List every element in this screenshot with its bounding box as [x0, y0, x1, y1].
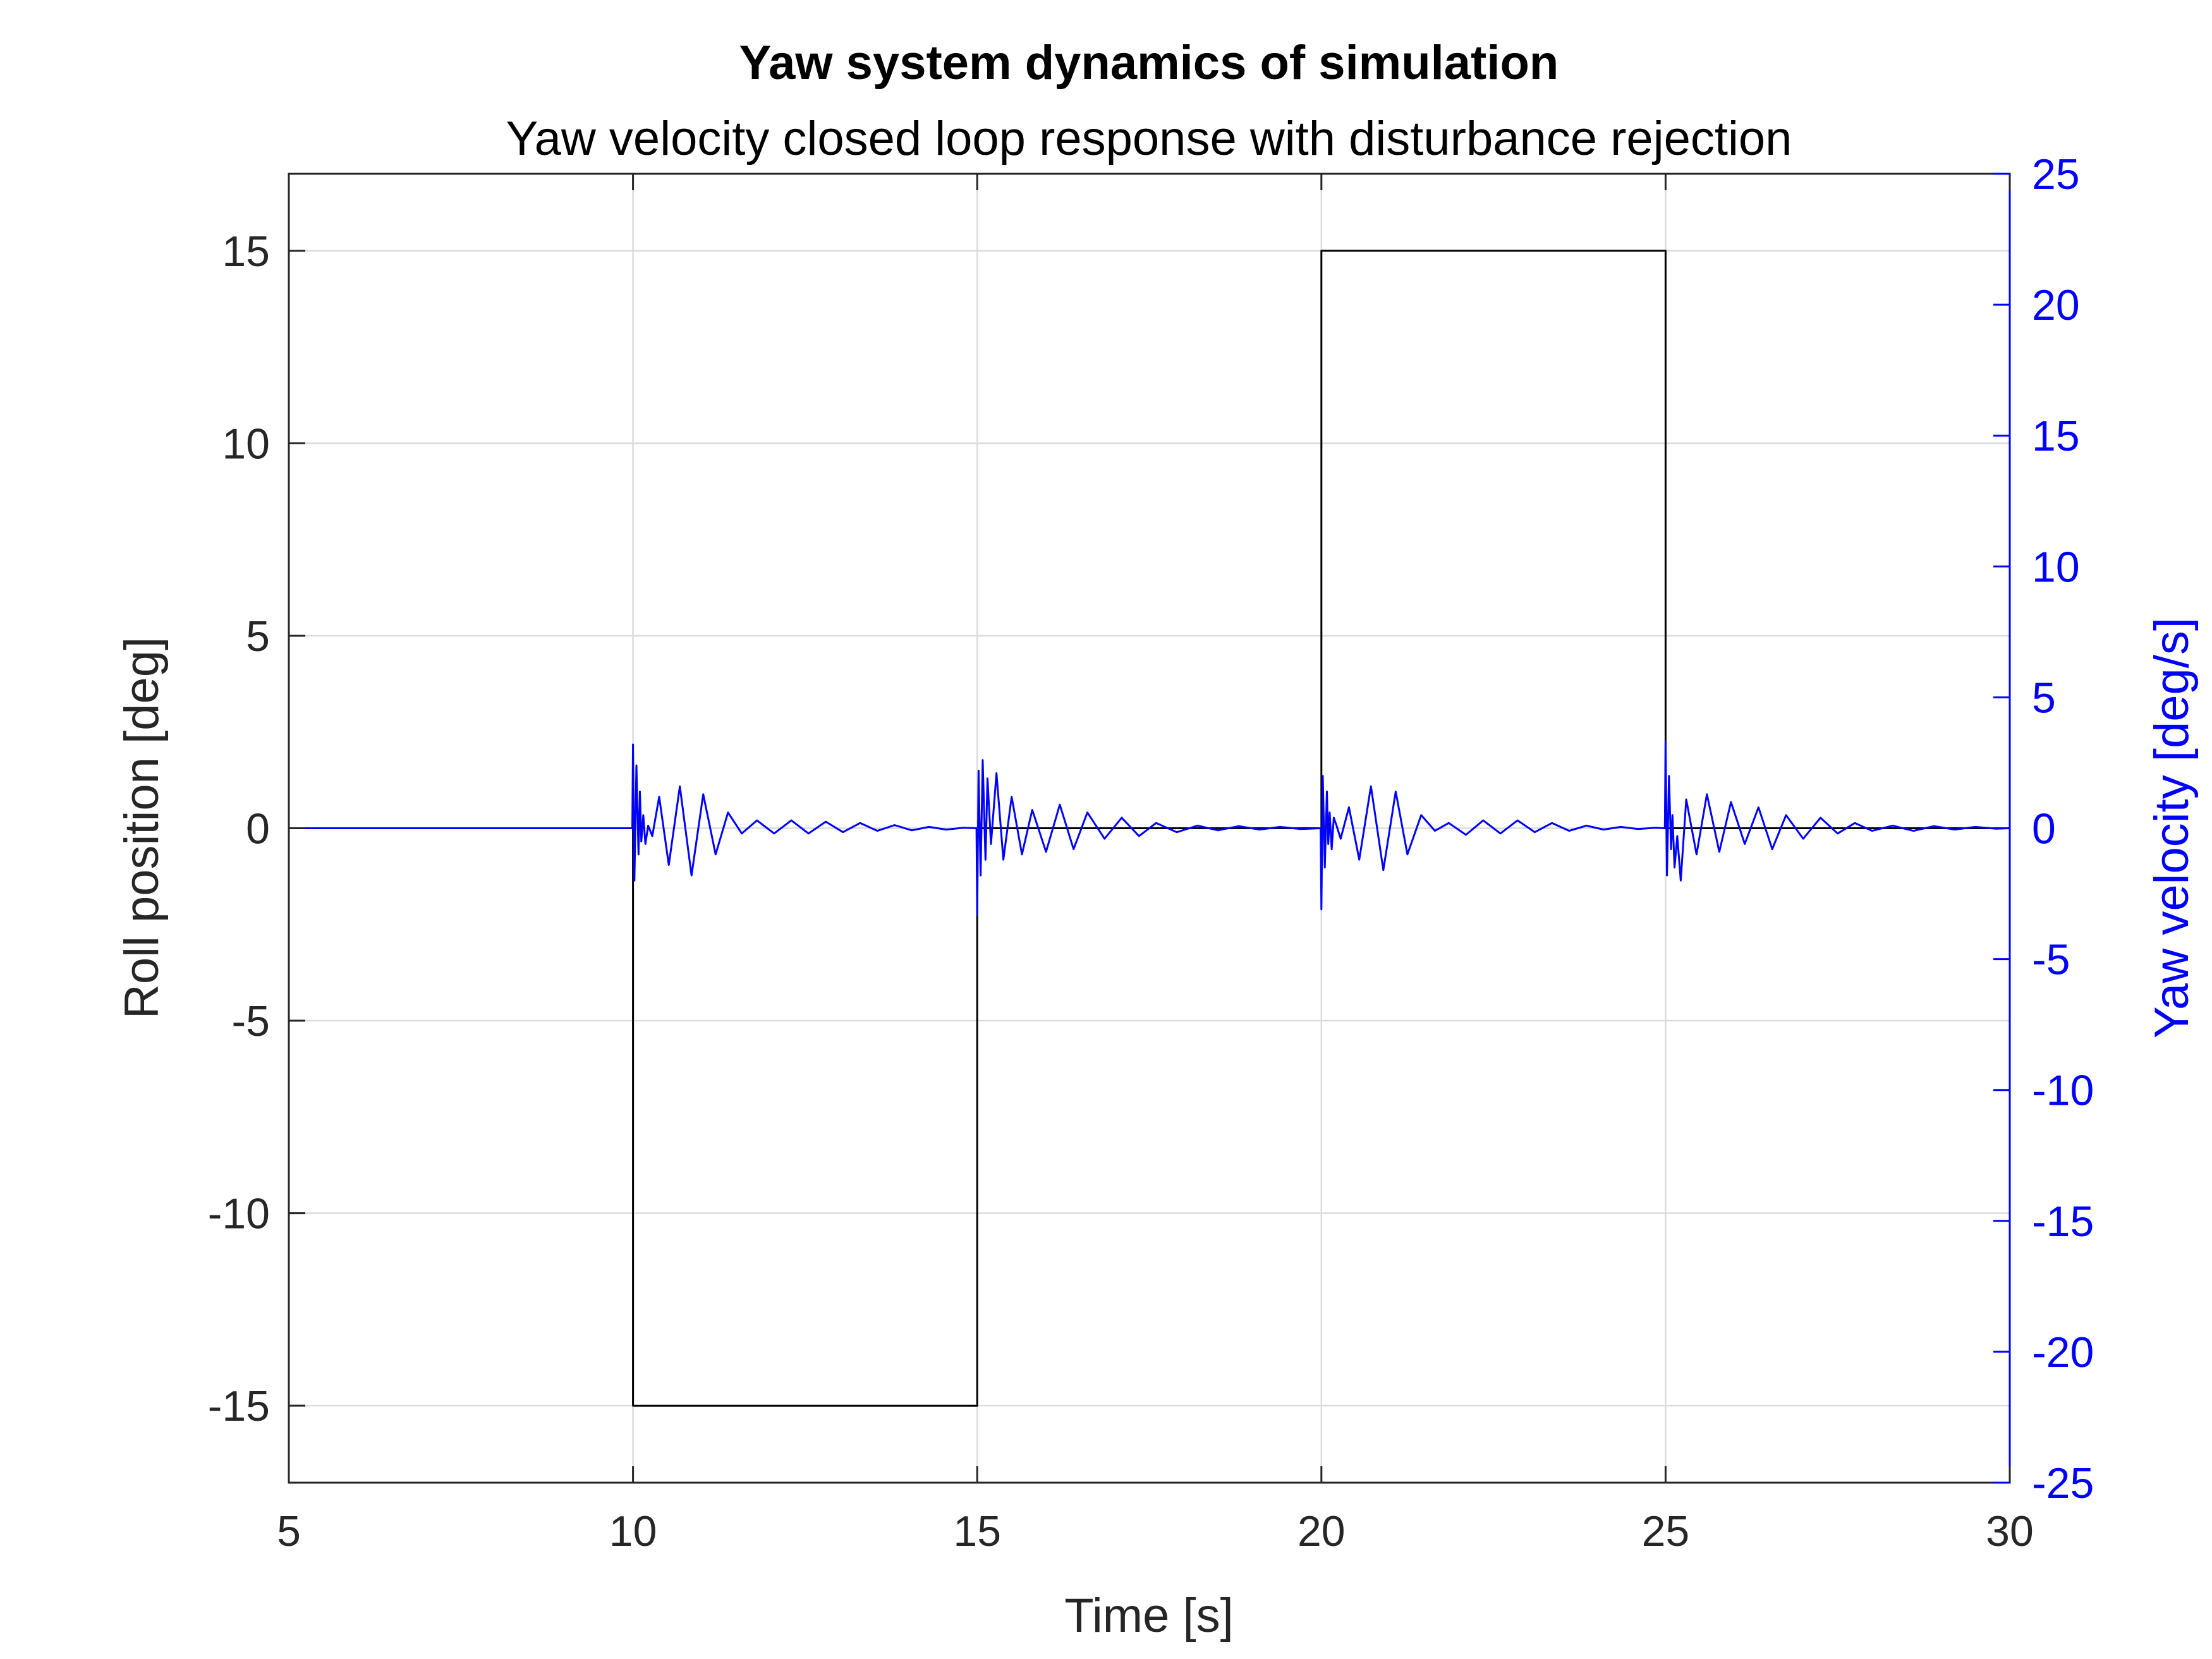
x-tick-label: 5: [277, 1507, 301, 1555]
y-right-tick-label: -5: [2032, 936, 2070, 984]
ticks: 5 10 15 20 25 30 -15 -10 -5 0 5 10 15 -25 -20 -15 -10 -5 0…: [208, 150, 2094, 1555]
series-yaw-velocity-line: [289, 741, 2010, 916]
y-axis-label-right: Yaw velocity [deg/s]: [2145, 617, 2199, 1038]
y-right-tick-label: 15: [2032, 412, 2080, 460]
x-tick-label: 30: [1986, 1507, 2034, 1555]
series-layer: [289, 250, 2010, 1407]
y-right-tick-label: -25: [2032, 1459, 2094, 1507]
y-left-tick-label: 0: [246, 805, 270, 853]
y-right-tick-label: -10: [2032, 1067, 2094, 1115]
y-right-tick-label: 20: [2032, 281, 2080, 329]
x-tick-label: 15: [953, 1507, 1001, 1555]
y-left-tick-label: 5: [246, 612, 270, 660]
chart-subtitle: Yaw velocity closed loop response with d…: [506, 112, 1792, 166]
y-left-tick-label: 10: [222, 420, 270, 468]
y-left-tick-label: 15: [222, 228, 270, 276]
chart-title: Yaw system dynamics of simulation: [739, 36, 1559, 90]
x-axis-label: Time [s]: [1064, 1589, 1233, 1643]
y-left-tick-label: -5: [232, 997, 270, 1045]
x-tick-label: 20: [1297, 1507, 1346, 1555]
y-right-tick-label: 10: [2032, 543, 2080, 591]
y-right-tick-label: -20: [2032, 1328, 2094, 1376]
y-axis-label-left: Roll position [deg]: [115, 637, 169, 1019]
x-tick-label: 10: [609, 1507, 657, 1555]
y-left-tick-label: -10: [208, 1190, 270, 1238]
y-right-tick-label: -15: [2032, 1198, 2094, 1246]
y-right-tick-label: 25: [2032, 150, 2080, 198]
y-right-tick-label: 0: [2032, 805, 2056, 853]
y-right-tick-label: 5: [2032, 674, 2056, 722]
x-tick-label: 25: [1642, 1507, 1690, 1555]
y-left-tick-label: -15: [208, 1382, 270, 1430]
